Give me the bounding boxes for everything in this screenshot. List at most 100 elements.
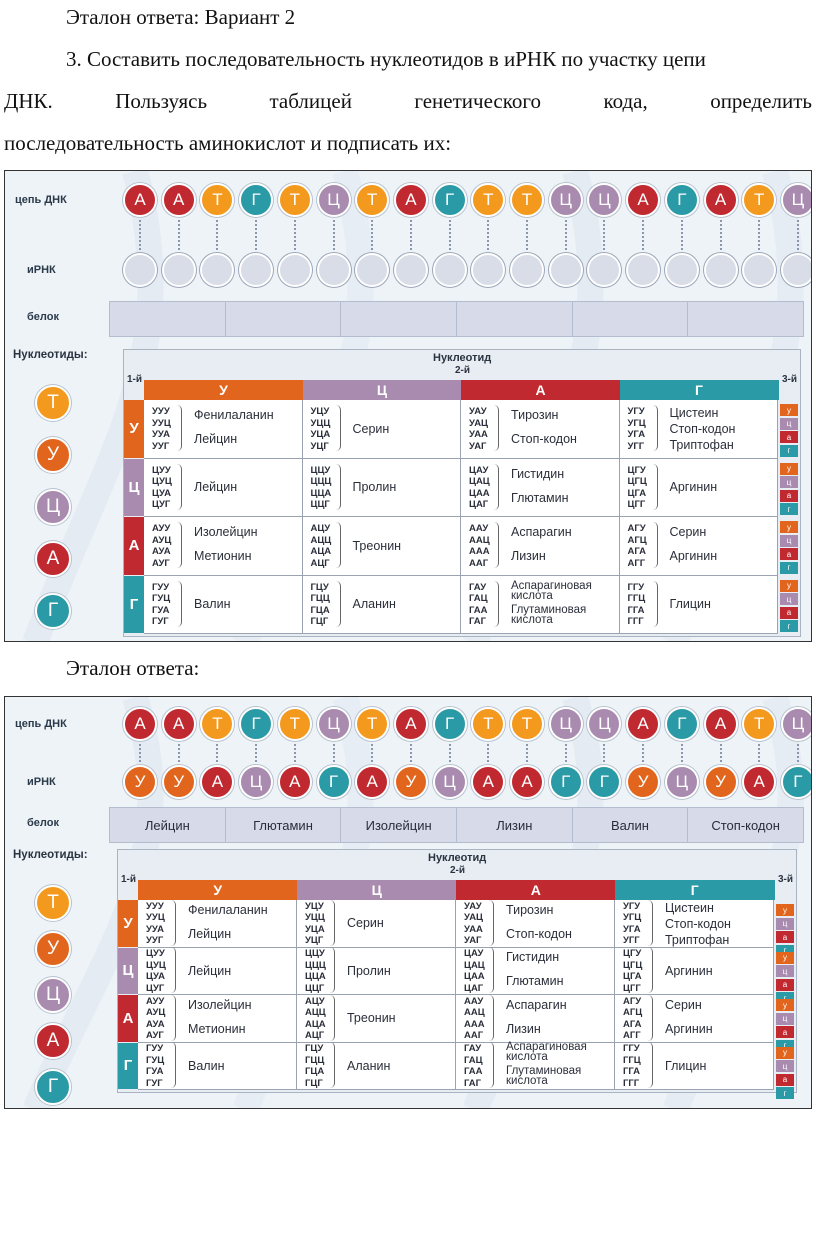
mrna-nucleotide: Г xyxy=(587,765,622,799)
codon-list: АЦУ АЦЦ АЦА АЦГ xyxy=(311,523,332,569)
brace-mark xyxy=(177,580,182,627)
codon: АГА xyxy=(627,546,647,558)
codon-list: ГГУ ГГЦ ГГА ГГГ xyxy=(623,1043,641,1089)
mrna-nucleotide-blank xyxy=(703,253,738,287)
dna-nucleotide: Т xyxy=(510,707,544,741)
mrna-nucleotide-blank xyxy=(123,253,157,287)
codon: ГЦЦ xyxy=(305,1054,325,1066)
mrna-nucleotide-blank xyxy=(664,253,699,287)
codon: ЦГЦ xyxy=(627,476,647,488)
dna-nucleotide: Г xyxy=(664,183,699,217)
codon: ЦАЦ xyxy=(464,959,485,971)
task-line-2-word: ДНК. xyxy=(4,89,53,113)
codon-list: ЦУУ ЦУЦ ЦУА ЦУГ xyxy=(146,948,166,994)
genetic-code-table: Нуклеотид 2-й 1-й 3-й У Ц А Г У УУУ УУЦ УУА УУГ Фенил… xyxy=(117,849,797,1099)
third-position-letter: у xyxy=(780,521,798,533)
connector-dots xyxy=(642,744,645,762)
dna-nucleotide: Ц xyxy=(587,183,622,217)
mrna-nucleotide-blank xyxy=(780,253,811,287)
codon: ААА xyxy=(464,1018,485,1030)
codon: ЦАЦ xyxy=(469,476,490,488)
dna-nucleotide: Т xyxy=(200,707,235,741)
amino-acid: Глютамин xyxy=(506,974,564,989)
third-position-letter: г xyxy=(780,620,798,632)
dna-nucleotide: Ц xyxy=(548,707,583,741)
third-position-letter: г xyxy=(780,561,798,574)
codon: ААГ xyxy=(464,1030,484,1042)
dna-nucleotide: Ц xyxy=(316,707,351,741)
codon: АГЦ xyxy=(627,534,647,546)
codon-cell: ГЦУ ГЦЦ ГЦА ГЦГ Аланин xyxy=(302,575,461,634)
mrna-nucleotide: А xyxy=(510,765,544,799)
brace-mark xyxy=(653,522,658,569)
dna-nucleotide: Т xyxy=(277,183,312,217)
dna-nucleotide: А xyxy=(123,707,157,741)
connector-dots xyxy=(526,744,528,762)
amino-acid: Аргинин xyxy=(669,549,718,564)
third-position-letter: у xyxy=(776,904,794,916)
protein-amino-acid: Валин xyxy=(571,807,689,843)
protein-amino-acid: Изолейцин xyxy=(340,807,457,843)
codon-list: ЦЦУ ЦЦЦ ЦЦА ЦЦГ xyxy=(311,465,332,511)
codon: ГГГ xyxy=(627,616,644,628)
dna-nucleotide: Т xyxy=(355,183,390,217)
codon: ЦЦА xyxy=(310,487,332,499)
task-line-3: последовательность аминокислот и подписа… xyxy=(4,131,452,155)
codon: УУА xyxy=(146,923,164,935)
amino-acid: Глицин xyxy=(669,597,711,612)
codon: ГГУ xyxy=(623,1043,640,1055)
amino-acid: Пролин xyxy=(347,963,391,978)
connector-dots xyxy=(255,220,258,250)
connector-dots xyxy=(719,220,722,250)
task-line-1: 3. Составить последовательность нуклеоти… xyxy=(66,47,706,71)
second-position-column: Г xyxy=(615,880,775,900)
brace-mark xyxy=(171,994,176,1041)
legend-nucleotide: Ц xyxy=(35,489,71,525)
amino-acid: Серин xyxy=(665,997,702,1012)
connector-dots xyxy=(448,744,451,762)
codon: ААЦ xyxy=(469,534,490,546)
codon-list: ГАУ ГАЦ ГАА ГАГ xyxy=(469,582,488,628)
dna-nucleotide: А xyxy=(161,183,196,217)
first-position-row: Ц xyxy=(118,947,138,994)
amino-acid: Серин xyxy=(352,421,390,436)
mrna-nucleotide: У xyxy=(161,765,196,799)
codon: ГУУ xyxy=(152,581,170,593)
first-position-header: 1-й xyxy=(121,874,137,885)
codon-list: ГЦУ ГЦЦ ГЦА ГЦГ xyxy=(305,1043,324,1089)
first-position-row: Г xyxy=(124,575,144,633)
third-position-letter: а xyxy=(780,431,798,443)
second-position-column: А xyxy=(461,380,620,400)
codon: УАА xyxy=(469,429,488,441)
mrna-nucleotide: А xyxy=(742,765,777,799)
codon: УЦА xyxy=(305,923,325,935)
codon-cell: УУУ УУЦ УУА УУГ Фенилаланин Лейцин xyxy=(138,899,297,948)
codon: АЦУ xyxy=(305,995,325,1007)
brace-mark xyxy=(489,899,494,946)
amino-acid: Пролин xyxy=(352,480,397,495)
connector-dots xyxy=(177,744,180,762)
codon: ГУЦ xyxy=(152,593,171,605)
dna-nucleotide: Т xyxy=(471,707,506,741)
codon: АУА xyxy=(152,546,171,558)
codon: ЦЦГ xyxy=(310,499,330,511)
codon-cell: ЦАУ ЦАЦ ЦАА ЦАГ Гистидин Глютамин xyxy=(461,458,620,517)
amino-acid: Лейцин xyxy=(194,480,238,495)
codon-cell: ГУУ ГУЦ ГУА ГУГ Валин xyxy=(138,1042,297,1090)
codon-list: УАУ УАЦ УАА УАГ xyxy=(469,406,488,452)
dna-nucleotide: А xyxy=(393,707,428,741)
codon-cell: АЦУ АЦЦ АЦА АЦГ Треонин xyxy=(297,994,456,1043)
dna-nucleotide: Г xyxy=(432,707,467,741)
codon: АГА xyxy=(623,1018,642,1030)
codon: ГАУ xyxy=(469,581,487,593)
first-position-row: А xyxy=(124,517,144,575)
codon: ГГУ xyxy=(627,581,645,593)
codon-list: ГАУ ГАЦ ГАА ГАГ xyxy=(464,1043,483,1089)
legend-nucleotide: Г xyxy=(35,593,71,629)
codon-list: УЦУ УЦЦ УЦА УЦГ xyxy=(305,901,325,947)
amino-acid: Аргинин xyxy=(669,480,718,495)
codon: ГАГ xyxy=(469,616,487,628)
mrna-nucleotide: А xyxy=(200,765,235,799)
codon: ГУЦ xyxy=(146,1054,165,1066)
dna-nucleotide: А xyxy=(626,183,661,217)
